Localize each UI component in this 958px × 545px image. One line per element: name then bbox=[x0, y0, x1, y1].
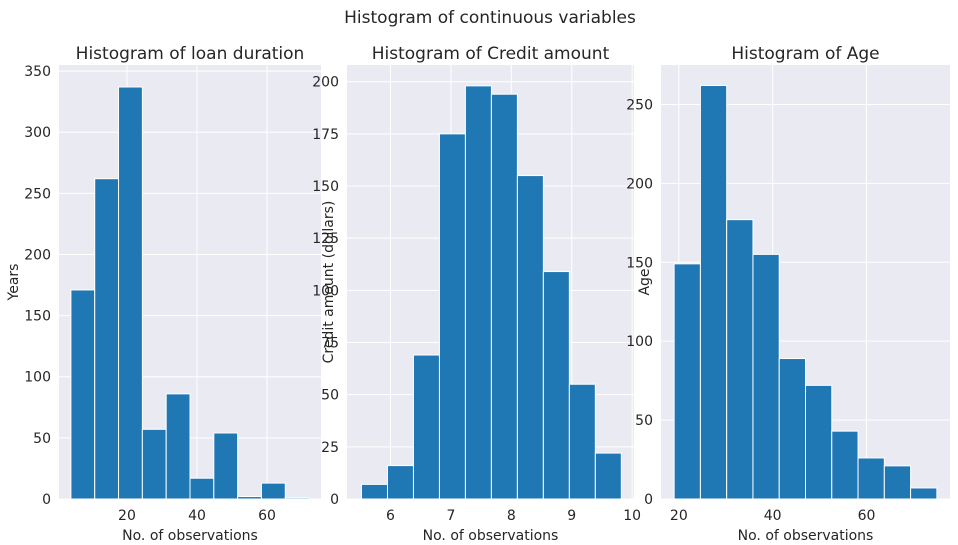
y-tick-label: 75 bbox=[321, 336, 339, 352]
y-tick-label: 0 bbox=[42, 492, 51, 508]
y-tick-label: 200 bbox=[626, 176, 653, 192]
histogram-bar bbox=[542, 271, 570, 500]
y-tick-label: 125 bbox=[312, 231, 339, 247]
histogram-bar bbox=[260, 482, 286, 500]
y-tick-label: 50 bbox=[321, 388, 339, 404]
y-tick-label: 0 bbox=[644, 492, 653, 508]
x-tick-label: 20 bbox=[118, 508, 136, 524]
y-tick-label: 50 bbox=[635, 413, 653, 429]
histogram-bar bbox=[805, 384, 833, 500]
histogram-bar bbox=[568, 383, 596, 500]
histogram-bar bbox=[165, 393, 191, 500]
y-tick-label: 150 bbox=[312, 179, 339, 195]
y-tick-label: 200 bbox=[312, 75, 339, 91]
histogram-bar bbox=[94, 178, 120, 500]
histogram-bar bbox=[910, 487, 938, 500]
histogram-bar bbox=[673, 263, 701, 500]
subplot-title: Histogram of loan duration bbox=[76, 44, 305, 64]
histogram-bar bbox=[284, 497, 310, 500]
histogram-bar bbox=[438, 133, 466, 500]
subplot-title: Histogram of Credit amount bbox=[372, 44, 610, 64]
y-tick-label: 100 bbox=[312, 283, 339, 299]
histogram-bar bbox=[189, 477, 215, 500]
y-tick-label: 150 bbox=[24, 309, 51, 325]
y-tick-label: 25 bbox=[321, 440, 339, 456]
x-tick-label: 40 bbox=[188, 508, 206, 524]
figure-title: Histogram of continuous variables bbox=[344, 8, 636, 28]
histogram-bar bbox=[118, 86, 143, 500]
y-tick-label: 175 bbox=[312, 127, 339, 143]
histogram-bar bbox=[386, 465, 414, 500]
histogram-bar bbox=[778, 358, 807, 500]
y-tick-label: 150 bbox=[626, 255, 653, 271]
y-tick-label: 100 bbox=[24, 370, 51, 386]
y-tick-label: 100 bbox=[626, 334, 653, 350]
histogram-bar bbox=[213, 432, 239, 500]
histogram-bar bbox=[70, 289, 96, 500]
x-tick-label: 6 bbox=[386, 508, 395, 524]
histogram-bar bbox=[857, 457, 885, 500]
subplot-title: Histogram of Age bbox=[731, 44, 879, 64]
histogram-bar bbox=[726, 219, 754, 500]
x-tick-label: 60 bbox=[258, 508, 276, 524]
y-tick-label: 300 bbox=[24, 125, 51, 141]
x-axis-label: No. of observations bbox=[738, 528, 874, 544]
y-tick-label: 250 bbox=[24, 186, 51, 202]
x-axis-label: No. of observations bbox=[122, 528, 258, 544]
x-tick-label: 8 bbox=[507, 508, 516, 524]
histogram-bar bbox=[516, 175, 544, 500]
histogram-bar bbox=[361, 483, 388, 500]
y-axis-label: Credit amount (dollars) bbox=[321, 201, 337, 364]
y-tick-label: 250 bbox=[626, 97, 653, 113]
histogram-bar bbox=[594, 452, 622, 500]
histogram-bar bbox=[237, 496, 262, 500]
x-axis-label: No. of observations bbox=[423, 528, 559, 544]
y-tick-label: 350 bbox=[24, 64, 51, 80]
histogram-bar bbox=[831, 430, 859, 500]
x-tick-label: 20 bbox=[670, 508, 688, 524]
x-tick-label: 9 bbox=[567, 508, 576, 524]
y-axis-label: Years bbox=[6, 264, 22, 302]
histogram-bar bbox=[490, 93, 518, 500]
y-axis-label: Age bbox=[637, 268, 653, 295]
histogram-bar bbox=[412, 354, 440, 500]
x-tick-label: 60 bbox=[858, 508, 876, 524]
histogram-bar bbox=[883, 465, 912, 500]
histogram-bar bbox=[464, 85, 492, 500]
subplot-1: 0 50 100 150 200 250 300 350 20 40 60 Histogram of … bbox=[6, 44, 321, 544]
histogram-bar bbox=[141, 428, 167, 500]
subplot-3: 0 50 100 150 200 250 20 40 60 Histogram of Age No.… bbox=[626, 44, 950, 544]
x-tick-label: 7 bbox=[446, 508, 455, 524]
y-tick-label: 200 bbox=[24, 247, 51, 263]
x-tick-label: 10 bbox=[623, 508, 641, 524]
x-tick-label: 40 bbox=[764, 508, 782, 524]
histogram-bar bbox=[752, 253, 780, 500]
y-tick-label: 0 bbox=[330, 492, 339, 508]
subplot-2: 0 25 50 75 100 125 150 175 200 6 7 8 9 10 Histogram of… bbox=[312, 44, 641, 544]
y-tick-label: 50 bbox=[33, 431, 51, 447]
histogram-bar bbox=[699, 85, 728, 500]
